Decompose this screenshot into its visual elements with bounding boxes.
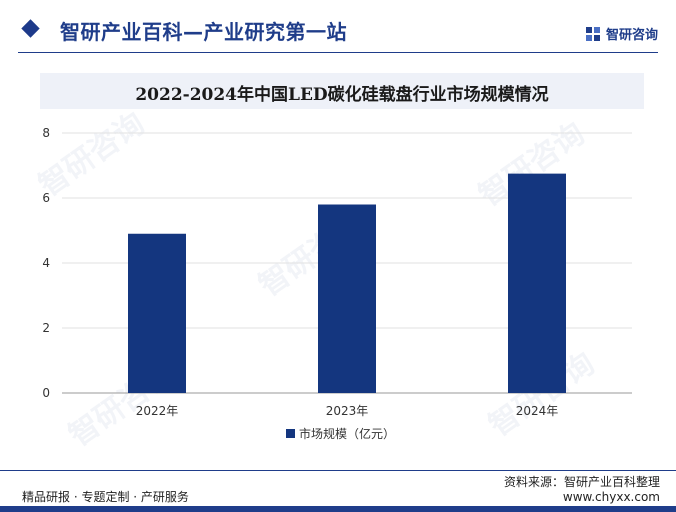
- footer-source: 资料来源：智研产业百科整理: [503, 475, 660, 489]
- x-tick-label: 2022年: [136, 404, 179, 418]
- brand-logo-link[interactable]: 智研咨询: [585, 24, 658, 43]
- y-tick-label: 4: [42, 256, 50, 270]
- legend-label: 市场规模（亿元）: [299, 426, 395, 441]
- y-tick-label: 2: [42, 321, 50, 335]
- bar-chart: 0 2 4 6 8 2022年 2023年 2024年 市场规模（亿元）: [42, 126, 632, 441]
- chart-title-band: [40, 73, 644, 109]
- site-title: 智研产业百科—产业研究第一站: [60, 20, 347, 44]
- y-axis: 0 2 4 6 8: [42, 126, 50, 400]
- x-tick-label: 2024年: [516, 404, 559, 418]
- brand-name: 智研咨询: [605, 28, 658, 43]
- bar: [508, 173, 566, 393]
- chart-bars: [128, 173, 566, 393]
- x-tick-label: 2023年: [326, 404, 369, 418]
- page-header: 智研产业百科—产业研究第一站 智研咨询: [0, 0, 676, 58]
- chart-title: 2022-2024年中国LED碳化硅载盘行业市场规模情况: [135, 85, 549, 105]
- footer-services: 精品研报 · 专题定制 · 产研服务: [22, 490, 189, 504]
- bar: [128, 233, 186, 393]
- footer-divider: [0, 470, 676, 471]
- footer-url[interactable]: www.chyxx.com: [562, 490, 660, 504]
- bar: [318, 204, 376, 393]
- y-tick-label: 8: [42, 126, 50, 140]
- legend-swatch: [286, 429, 295, 438]
- brand-logo-icon: [585, 26, 600, 41]
- chart-legend: 市场规模（亿元）: [286, 426, 395, 441]
- y-tick-label: 6: [42, 191, 50, 205]
- y-tick-label: 0: [42, 386, 50, 400]
- x-axis: 2022年 2023年 2024年: [136, 404, 559, 418]
- footer-stripe: [0, 506, 676, 512]
- header-divider: [18, 52, 658, 53]
